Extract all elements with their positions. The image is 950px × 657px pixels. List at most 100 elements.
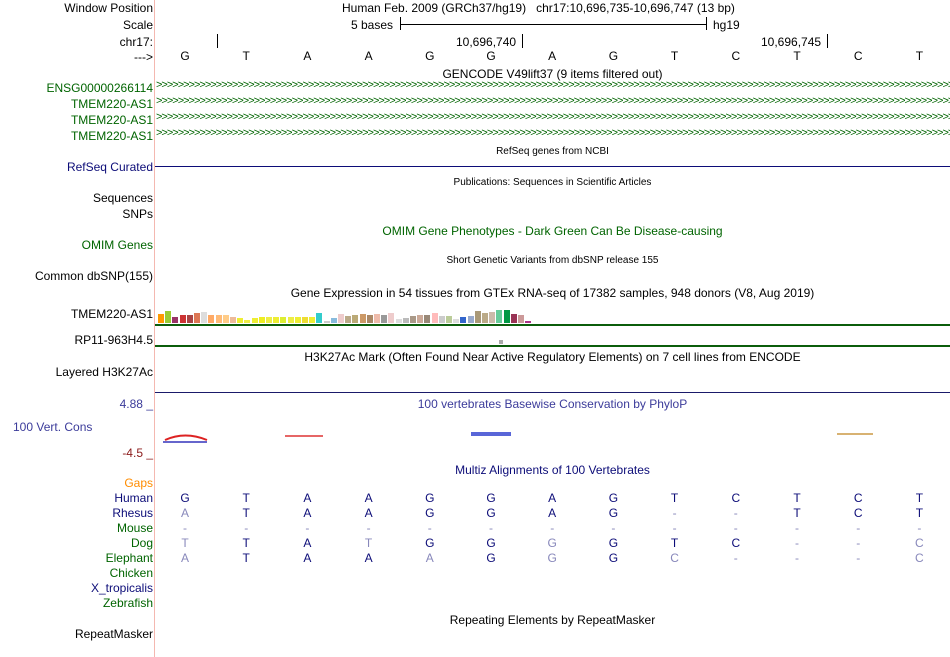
label-separator xyxy=(154,0,155,657)
gtex-tissue-bar[interactable] xyxy=(482,313,488,323)
publications-track-title[interactable]: Publications: Sequences in Scientific Ar… xyxy=(453,177,652,188)
gencode-gene-arrows[interactable]: >>>>>>>>>>>>>>>>>>>>>>>>>>>>>>>>>>>>>>>>… xyxy=(156,79,950,91)
gtex-tissue-bar[interactable] xyxy=(330,318,337,323)
gtex-tissue-bar[interactable] xyxy=(266,317,272,323)
gtex-tissue-bar[interactable] xyxy=(510,314,517,323)
gtex-gene-1-line[interactable] xyxy=(155,324,950,326)
gtex-tissue-bar[interactable] xyxy=(402,318,409,323)
phylop-label[interactable]: 100 Vert. Cons xyxy=(13,420,93,434)
gtex-track-title[interactable]: Gene Expression in 54 tissues from GTEx … xyxy=(290,286,815,300)
multiz-species-label[interactable]: Zebrafish xyxy=(102,596,153,610)
gtex-tissue-bar[interactable] xyxy=(237,318,244,323)
multiz-base: G xyxy=(486,506,496,520)
gencode-gene-label[interactable]: TMEM220-AS1 xyxy=(70,97,153,111)
repeatmasker-track-title[interactable]: Repeating Elements by RepeatMasker xyxy=(449,613,656,627)
gtex-tissue-bar[interactable] xyxy=(359,314,366,323)
gtex-tissue-bar[interactable] xyxy=(460,317,467,323)
gtex-tissue-bar[interactable] xyxy=(446,316,452,323)
gtex-tissue-bar[interactable] xyxy=(474,311,481,323)
gtex-tissue-bar[interactable] xyxy=(424,315,431,323)
gtex-tissue-bar[interactable] xyxy=(525,321,532,323)
multiz-species-label[interactable]: Rhesus xyxy=(112,506,153,520)
gtex-tissue-bar[interactable] xyxy=(201,312,208,323)
gtex-tissue-bar[interactable] xyxy=(309,317,316,323)
multiz-species-label[interactable]: Chicken xyxy=(109,566,153,580)
gtex-gene-1-label[interactable]: TMEM220-AS1 xyxy=(70,307,153,321)
gencode-track-title[interactable]: GENCODE V49lift37 (9 items filtered out) xyxy=(442,67,663,81)
gaps-label[interactable]: Gaps xyxy=(124,476,153,490)
base-letter: G xyxy=(608,49,619,63)
gtex-tissue-bar[interactable] xyxy=(496,310,503,323)
gtex-tissue-bar[interactable] xyxy=(208,315,215,323)
gtex-tissue-bar[interactable] xyxy=(165,311,172,323)
gtex-tissue-bar[interactable] xyxy=(366,315,373,323)
omim-label[interactable]: OMIM Genes xyxy=(81,238,153,252)
h3k27ac-label[interactable]: Layered H3K27Ac xyxy=(55,365,153,379)
gtex-tissue-bar[interactable] xyxy=(179,315,186,323)
gtex-tissue-bar[interactable] xyxy=(438,316,445,323)
refseq-label[interactable]: RefSeq Curated xyxy=(66,160,153,174)
gtex-tissue-bar[interactable] xyxy=(258,317,265,323)
multiz-species-label[interactable]: Mouse xyxy=(116,521,153,535)
sequences-label[interactable]: Sequences xyxy=(92,191,153,205)
gtex-tissue-bar[interactable] xyxy=(431,313,438,323)
gtex-tissue-bar[interactable] xyxy=(251,318,258,323)
gtex-tissue-bar[interactable] xyxy=(158,314,164,323)
multiz-base: T xyxy=(242,536,250,550)
chromosome-label: chr17: xyxy=(119,35,153,49)
omim-track-title[interactable]: OMIM Gene Phenotypes - Dark Green Can Be… xyxy=(382,224,723,238)
phylop-track-title[interactable]: 100 vertebrates Basewise Conservation by… xyxy=(417,397,688,411)
gtex-tissue-bar[interactable] xyxy=(503,310,510,323)
multiz-species-label[interactable]: X_tropicalis xyxy=(90,581,153,595)
gtex-tissue-bar[interactable] xyxy=(273,317,280,323)
gtex-tissue-bar[interactable] xyxy=(244,320,251,323)
gtex-tissue-bar[interactable] xyxy=(467,316,474,323)
refseq-track-title[interactable]: RefSeq genes from NCBI xyxy=(496,146,609,157)
gtex-tissue-bar[interactable] xyxy=(338,314,344,323)
phylop-wiggle[interactable] xyxy=(155,426,950,448)
gtex-tissue-bar[interactable] xyxy=(381,315,388,323)
gtex-tissue-bar[interactable] xyxy=(345,316,352,323)
multiz-species-label[interactable]: Elephant xyxy=(105,551,153,565)
gtex-tissue-bar[interactable] xyxy=(374,314,380,323)
phylop-ymax: 4.88 _ xyxy=(119,397,153,411)
repeatmasker-label[interactable]: RepeatMasker xyxy=(74,627,153,641)
gtex-tissue-bar[interactable] xyxy=(417,315,424,323)
gtex-tissue-bar[interactable] xyxy=(215,315,222,323)
gtex-gene-2-label[interactable]: RP11-963H4.5 xyxy=(74,333,154,347)
gencode-gene-label[interactable]: TMEM220-AS1 xyxy=(70,113,153,127)
gtex-tissue-bar[interactable] xyxy=(489,312,496,323)
gencode-gene-label[interactable]: ENSG00000266114 xyxy=(46,81,153,95)
gtex-tissue-bar[interactable] xyxy=(323,321,330,323)
multiz-species-label[interactable]: Dog xyxy=(130,536,153,550)
gtex-tissue-bar[interactable] xyxy=(186,315,193,323)
gtex-tissue-bar[interactable] xyxy=(388,313,395,323)
multiz-track-title[interactable]: Multiz Alignments of 100 Vertebrates xyxy=(455,463,650,477)
multiz-species-label[interactable]: Human xyxy=(114,491,153,505)
gtex-tissue-bar[interactable] xyxy=(294,317,301,323)
gtex-tissue-bar[interactable] xyxy=(302,317,308,323)
gencode-gene-arrows[interactable]: >>>>>>>>>>>>>>>>>>>>>>>>>>>>>>>>>>>>>>>>… xyxy=(156,95,950,107)
gencode-gene-label[interactable]: TMEM220-AS1 xyxy=(70,129,153,143)
dbsnp-track-title[interactable]: Short Genetic Variants from dbSNP releas… xyxy=(446,255,659,266)
gencode-gene-arrows[interactable]: >>>>>>>>>>>>>>>>>>>>>>>>>>>>>>>>>>>>>>>>… xyxy=(156,127,950,139)
gtex-tissue-bar[interactable] xyxy=(410,316,416,323)
gtex-tissue-bar[interactable] xyxy=(194,313,200,323)
gtex-tissue-bar[interactable] xyxy=(518,315,524,323)
gtex-tissue-bar[interactable] xyxy=(287,317,294,323)
gtex-tissue-bar[interactable] xyxy=(352,315,359,323)
gtex-tissue-bar[interactable] xyxy=(453,319,460,323)
gtex-tissue-bar[interactable] xyxy=(222,315,229,323)
refseq-gene-line[interactable] xyxy=(155,166,950,167)
gtex-tissue-bar[interactable] xyxy=(172,317,179,323)
gtex-tissue-bar[interactable] xyxy=(230,317,236,323)
snps-label[interactable]: SNPs xyxy=(122,207,153,221)
gtex-tissue-bar[interactable] xyxy=(316,313,323,323)
gtex-gene-2-line[interactable] xyxy=(155,345,950,347)
dbsnp-label[interactable]: Common dbSNP(155) xyxy=(34,269,153,283)
gencode-gene-arrows[interactable]: >>>>>>>>>>>>>>>>>>>>>>>>>>>>>>>>>>>>>>>>… xyxy=(156,111,950,123)
multiz-base: - xyxy=(733,521,738,535)
h3k27ac-track-title[interactable]: H3K27Ac Mark (Often Found Near Active Re… xyxy=(304,350,801,364)
gtex-tissue-bar[interactable] xyxy=(280,317,287,323)
gtex-tissue-bar[interactable] xyxy=(395,319,402,323)
